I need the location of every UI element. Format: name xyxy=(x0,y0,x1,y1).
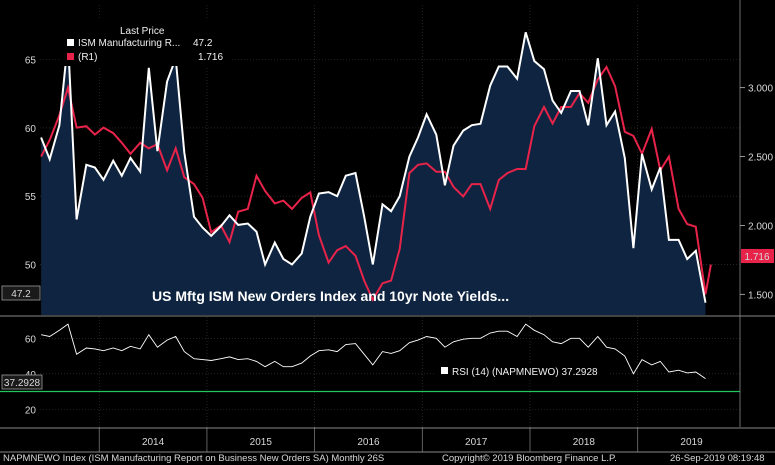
left-tick-label: 50 xyxy=(25,260,37,271)
left-tick-label: 60 xyxy=(25,124,37,135)
right-axis-ticks: 1.500 2.000 2.500 3.000 xyxy=(740,84,773,301)
footer-timestamp: 26-Sep-2019 08:19:48 xyxy=(670,453,765,464)
rsi-legend-background xyxy=(435,363,610,379)
rsi-last-value-tag: 37.2928 xyxy=(1,374,43,390)
left-axis-ticks: 50 55 60 65 xyxy=(25,56,37,272)
yield-series-line xyxy=(40,64,712,302)
footer-ticker-description: NAPMNEWO Index (ISM Manufacturing Report… xyxy=(3,453,384,464)
ism-series-line xyxy=(40,32,707,303)
yield-tag-text: 1.716 xyxy=(744,252,769,263)
rsi-series-line xyxy=(41,323,706,379)
ism-area-fill xyxy=(41,32,706,316)
right-tick-label: 3.000 xyxy=(748,84,773,95)
legend-label-ism: ISM Manufacturing R... xyxy=(78,38,180,49)
yield-tag-box xyxy=(741,249,774,263)
rsi-tick-label: 60 xyxy=(25,334,37,345)
year-label: 2014 xyxy=(142,437,165,448)
year-label: 2019 xyxy=(680,437,703,448)
legend-background xyxy=(60,20,230,66)
legend: Last Price ISM Manufacturing R... 47.2 (… xyxy=(60,20,230,66)
chart-title: US Mftg ISM New Orders Index and 10yr No… xyxy=(152,288,509,304)
legend-value-yield: 1.716 xyxy=(198,52,223,63)
rsi-tag-box xyxy=(1,374,43,390)
panel-separators xyxy=(0,0,775,453)
rsi-tag-text: 37.2928 xyxy=(4,378,41,389)
year-label: 2017 xyxy=(465,437,488,448)
footer-copyright: Copyright© 2019 Bloomberg Finance L.P. xyxy=(442,453,617,464)
year-label: 2015 xyxy=(250,437,273,448)
yield-last-value-tag: 1.716 xyxy=(741,249,774,263)
legend-swatch-ism xyxy=(67,39,74,46)
ism-tag-box xyxy=(1,285,41,301)
legend-header: Last Price xyxy=(120,26,165,37)
right-tick-label: 2.500 xyxy=(748,153,773,164)
left-tick-label: 65 xyxy=(25,56,37,67)
rsi-legend-swatch xyxy=(441,367,448,374)
year-labels: 2014 2015 2016 2017 2018 2019 xyxy=(142,437,703,448)
right-tick-label: 1.500 xyxy=(748,290,773,301)
legend-value-ism: 47.2 xyxy=(193,38,213,49)
right-tick-label: 2.000 xyxy=(748,221,773,232)
legend-label-yield: (R1) xyxy=(78,52,97,63)
year-label: 2016 xyxy=(357,437,380,448)
ism-last-value-tag: 47.2 xyxy=(1,285,41,301)
rsi-tick-label: 20 xyxy=(25,405,37,416)
ism-tag-text: 47.2 xyxy=(11,289,31,300)
rsi-legend-text: RSI (14) (NAPMNEWO) 37.2928 xyxy=(452,367,598,378)
rsi-legend: RSI (14) (NAPMNEWO) 37.2928 xyxy=(435,363,610,379)
year-label: 2018 xyxy=(573,437,596,448)
left-tick-label: 55 xyxy=(25,192,37,203)
legend-swatch-yield xyxy=(67,53,74,60)
